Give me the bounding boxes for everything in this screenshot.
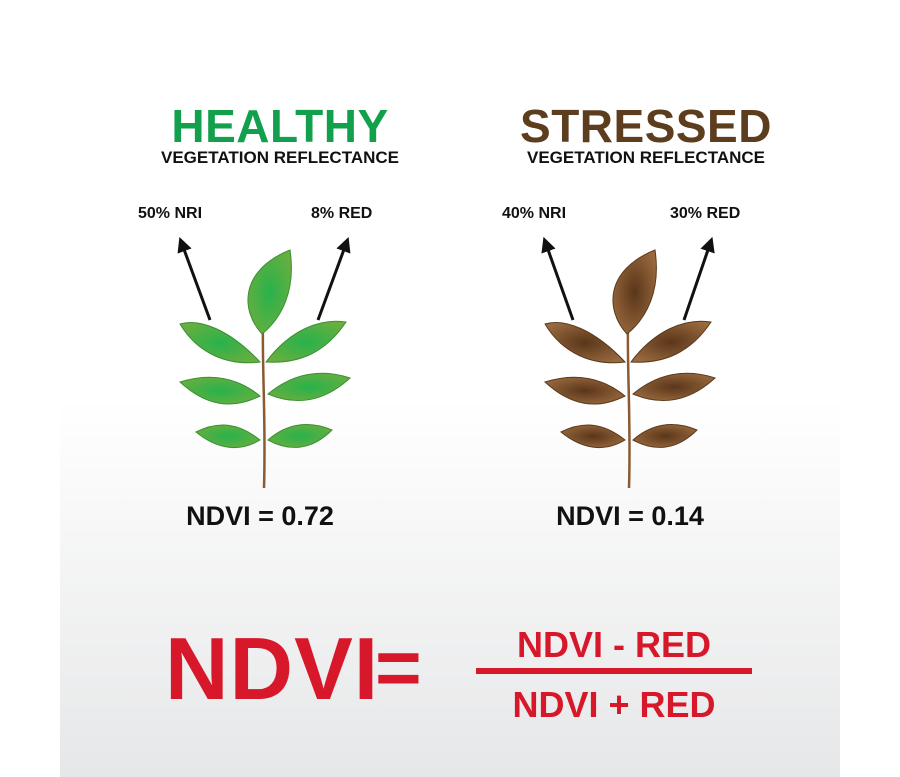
stressed-title: STRESSED — [520, 100, 772, 152]
stressed-leaf — [632, 424, 698, 448]
healthy-red-arrow — [316, 236, 351, 321]
healthy-leaf-top — [247, 249, 292, 335]
stressed-leaf — [630, 320, 712, 363]
stressed-leaf — [632, 372, 716, 401]
stressed-red-label: 30% RED — [670, 205, 741, 222]
stressed-subtitle: VEGETATION REFLECTANCE — [527, 148, 765, 167]
healthy-nri-label: 50% NRI — [138, 205, 203, 222]
stressed-nri-arrow — [541, 236, 575, 321]
healthy-ndvi-value: NDVI = 0.72 — [186, 501, 334, 531]
formula-numerator: NDVI - RED — [516, 624, 711, 665]
healthy-leaf — [195, 424, 261, 449]
healthy-leaf — [265, 320, 347, 363]
stressed-red-arrow — [682, 236, 715, 321]
stressed-nri-label: 40% NRI — [502, 205, 567, 222]
stressed-ndvi-value: NDVI = 0.14 — [556, 501, 704, 531]
stressed-leaf — [544, 322, 627, 364]
formula-lhs: NDVI — [165, 619, 380, 718]
healthy-title: HEALTHY — [171, 100, 389, 152]
healthy-red-label: 8% RED — [311, 205, 373, 222]
healthy-leaf — [267, 372, 351, 401]
formula-equals: = — [375, 623, 422, 712]
healthy-plant — [177, 236, 351, 489]
stressed-leaf-top — [612, 249, 657, 335]
stressed-stem — [626, 321, 631, 489]
formula-fraction-bar — [476, 668, 752, 674]
healthy-leaf — [179, 376, 261, 405]
stressed-plant — [541, 236, 716, 489]
healthy-leaf — [179, 322, 262, 364]
healthy-subtitle: VEGETATION REFLECTANCE — [161, 148, 399, 167]
stressed-leaf — [560, 424, 626, 449]
healthy-nri-arrow — [177, 236, 212, 321]
healthy-stem — [261, 321, 266, 489]
healthy-leaf — [267, 424, 333, 448]
formula-denominator: NDVI + RED — [512, 684, 716, 725]
stressed-leaf — [544, 376, 626, 405]
